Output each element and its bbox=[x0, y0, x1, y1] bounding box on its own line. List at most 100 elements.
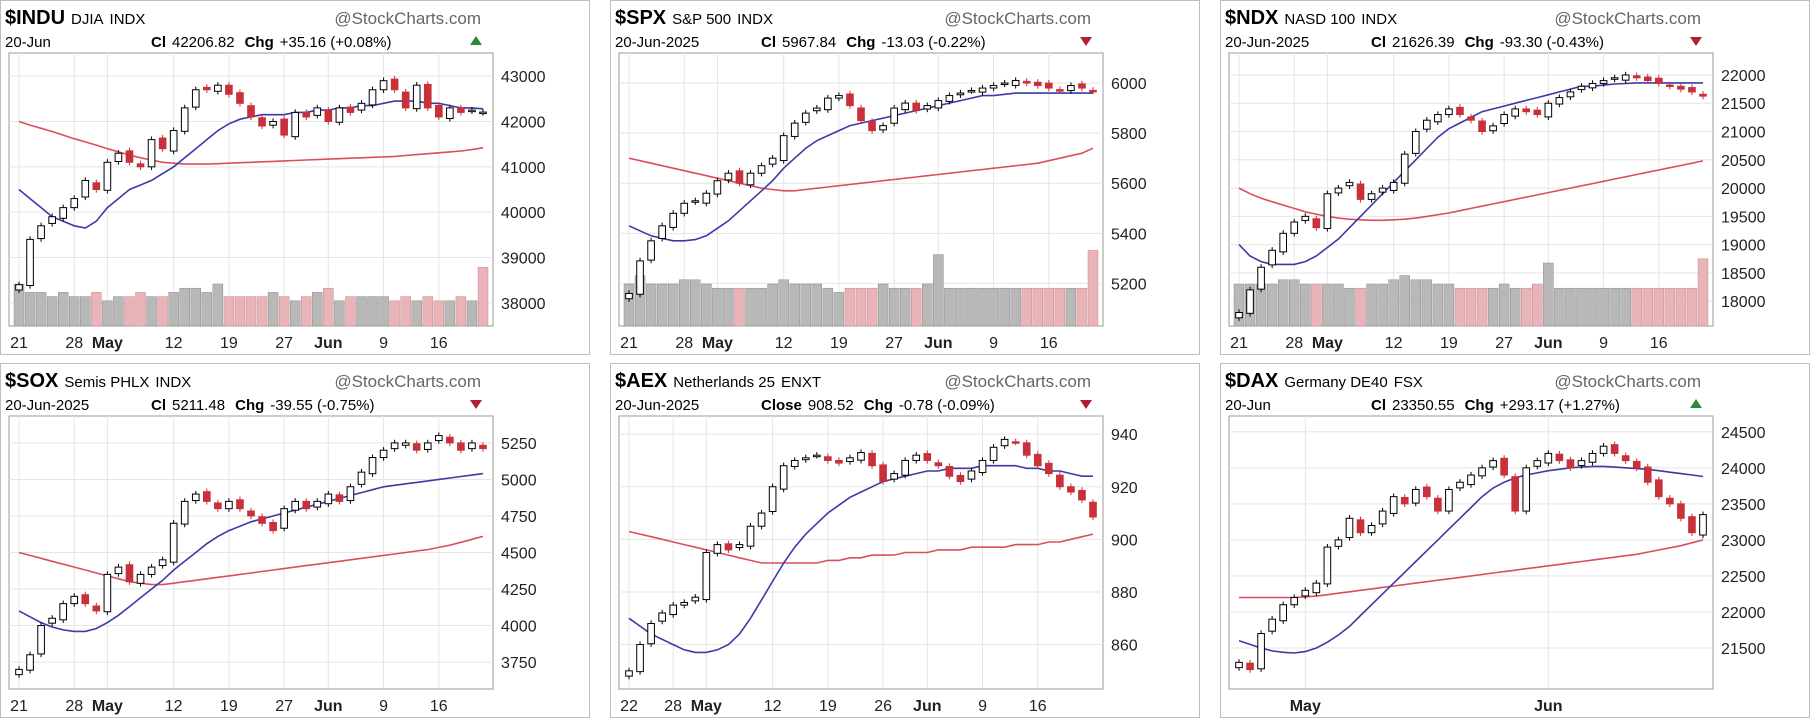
close-label: Cl bbox=[1371, 34, 1386, 51]
candlestick bbox=[1467, 113, 1475, 124]
ticker-symbol: $SOX bbox=[5, 370, 59, 392]
candlestick bbox=[412, 82, 421, 112]
y-tick-label: 24500 bbox=[1721, 425, 1766, 442]
stockcharts-watermark: @StockCharts.com bbox=[1554, 9, 1701, 28]
candlestick bbox=[713, 541, 722, 557]
candlestick bbox=[1699, 511, 1707, 539]
chart-panel-ndx[interactable]: $NDX NASD 100 INDX @StockCharts.com 20-Jun-2… bbox=[1220, 0, 1810, 355]
change-label: Chg bbox=[846, 34, 875, 51]
candlestick bbox=[835, 92, 843, 102]
candlestick bbox=[147, 563, 156, 578]
candlestick bbox=[1089, 499, 1097, 521]
volume-bar bbox=[24, 292, 36, 327]
candlestick bbox=[1378, 507, 1387, 528]
volume-bar bbox=[966, 287, 977, 327]
candlestick bbox=[1257, 630, 1265, 672]
candlestick bbox=[136, 160, 145, 170]
x-tick-label: 16 bbox=[430, 335, 448, 352]
candlestick bbox=[1544, 100, 1553, 121]
ticker-symbol: $DAX bbox=[1225, 370, 1279, 392]
candlestick bbox=[691, 197, 700, 205]
close-value: 21626.39 bbox=[1392, 34, 1455, 51]
chart-panel-dax[interactable]: $DAX Germany DE40 FSX @StockCharts.com 20-Ju… bbox=[1220, 363, 1810, 718]
close-value: 5967.84 bbox=[782, 34, 836, 51]
chart-panel-indu[interactable]: $INDU DJIA INDX @StockCharts.com 20-Jun Cl 422… bbox=[0, 0, 590, 355]
candlestick bbox=[468, 106, 476, 114]
candlestick bbox=[202, 84, 211, 93]
candlestick bbox=[423, 81, 432, 112]
moving-average-short bbox=[18, 472, 484, 633]
volume-bar bbox=[69, 296, 80, 327]
x-tick-label: 12 bbox=[1385, 335, 1403, 352]
y-tick-label: 6000 bbox=[1111, 76, 1147, 93]
candlestick bbox=[412, 440, 421, 454]
candlestick bbox=[434, 102, 443, 121]
close-label: Cl bbox=[151, 397, 166, 414]
candlestick bbox=[1033, 79, 1042, 89]
chart-panel-spx[interactable]: $SPX S&P 500 INDX @StockCharts.com 20-Jun-20… bbox=[610, 0, 1200, 355]
candlestick bbox=[1632, 458, 1641, 471]
candlestick bbox=[1246, 660, 1254, 673]
candlestick bbox=[901, 99, 910, 113]
candlestick bbox=[324, 490, 333, 507]
volume-bar bbox=[190, 287, 201, 327]
quote-date: 20-Jun-2025 bbox=[5, 397, 89, 414]
candlestick bbox=[857, 449, 865, 464]
volume-bar bbox=[844, 287, 856, 327]
candlestick bbox=[735, 167, 744, 187]
candlestick bbox=[956, 472, 965, 485]
x-tick-label: Jun bbox=[913, 698, 941, 715]
y-tick-label: 5600 bbox=[1111, 176, 1147, 193]
candlestick bbox=[868, 450, 876, 469]
volume-bar bbox=[455, 296, 467, 327]
candlestick bbox=[768, 155, 777, 168]
candlestick bbox=[1411, 128, 1420, 157]
quote-date: 20-Jun-2025 bbox=[615, 397, 699, 414]
arrow-up-icon bbox=[470, 36, 482, 45]
candlestick bbox=[1588, 450, 1597, 466]
y-tick-label: 18000 bbox=[1721, 294, 1766, 311]
candlestick bbox=[779, 462, 788, 493]
chart-panel-aex[interactable]: $AEX Netherlands 25 ENXT @StockCharts.com 20… bbox=[610, 363, 1200, 718]
candlestick bbox=[967, 87, 976, 94]
x-tick-label: 9 bbox=[379, 335, 388, 352]
chart-header: $SPX S&P 500 INDX bbox=[615, 7, 773, 29]
volume-bar bbox=[1410, 279, 1421, 327]
candlestick bbox=[1279, 230, 1288, 256]
volume-bar bbox=[1087, 250, 1099, 327]
arrow-down-icon bbox=[1080, 400, 1092, 409]
volume-bar bbox=[1277, 279, 1289, 327]
moving-average-long bbox=[628, 530, 1094, 564]
y-tick-label: 43000 bbox=[501, 69, 546, 86]
volume-bar bbox=[833, 292, 845, 327]
volume-bar bbox=[422, 296, 433, 327]
candlestick bbox=[37, 222, 45, 242]
quote-date: 20-Jun bbox=[1225, 397, 1271, 414]
index-name: S&P 500 bbox=[672, 11, 731, 28]
candlestick bbox=[1467, 471, 1475, 488]
candlestick bbox=[846, 90, 854, 109]
x-tick-label: 28 bbox=[1285, 335, 1303, 352]
candlestick bbox=[757, 162, 766, 177]
volume-bar bbox=[645, 283, 657, 327]
moving-average-short bbox=[18, 100, 484, 229]
candlestick bbox=[247, 102, 255, 121]
y-tick-label: 900 bbox=[1111, 532, 1138, 549]
volume-bar bbox=[256, 296, 268, 327]
volume-bar bbox=[778, 279, 789, 327]
x-tick-label: 16 bbox=[430, 698, 448, 715]
candlestick bbox=[1434, 495, 1442, 515]
volume-bar bbox=[1620, 287, 1631, 327]
candlestick bbox=[879, 461, 887, 485]
candlestick bbox=[1577, 457, 1586, 469]
candlestick bbox=[214, 499, 222, 512]
candlestick bbox=[1011, 438, 1020, 446]
candlestick bbox=[735, 541, 744, 551]
candlestick bbox=[313, 498, 322, 511]
chart-panel-sox[interactable]: $SOX Semis PHLX INDX @StockCharts.com 20-Jun… bbox=[0, 363, 590, 718]
volume-bar bbox=[1010, 287, 1021, 327]
x-tick-label: 9 bbox=[1599, 335, 1608, 352]
exchange-label: ENXT bbox=[781, 374, 821, 391]
price-chart: $SOX Semis PHLX INDX @StockCharts.com 20-Jun… bbox=[5, 370, 537, 715]
chart-header: $DAX Germany DE40 FSX bbox=[1225, 370, 1423, 392]
